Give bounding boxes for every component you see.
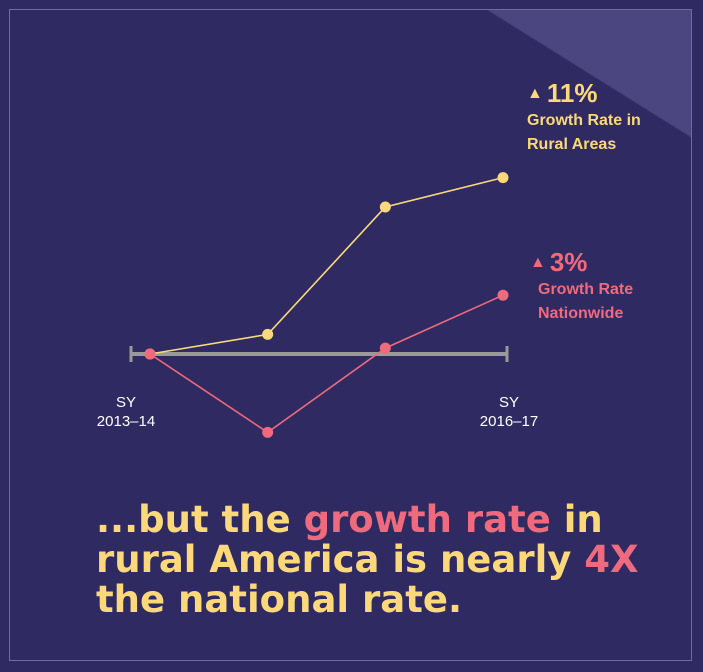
line-chart: SY 2013–14 SY 2016–17 xyxy=(97,172,538,438)
up-triangle-icon: ▲ xyxy=(530,254,546,271)
x-tick-label-1-line1: SY xyxy=(499,394,519,411)
nation-pct: ▲ 3% xyxy=(530,247,633,278)
headline-highlight-growth-rate: growth rate xyxy=(303,498,551,541)
nation-point-3 xyxy=(497,289,509,301)
rural-series-line xyxy=(149,176,504,355)
rural-point-2 xyxy=(379,201,391,213)
nation-desc-line2: Nationwide xyxy=(538,305,624,322)
headline: ...but the growth rate in rural America … xyxy=(96,500,656,620)
x-tick-label-0-line2: 2013–14 xyxy=(97,413,155,430)
infographic-frame xyxy=(9,9,692,661)
up-triangle-icon: ▲ xyxy=(527,85,543,102)
nation-point-2 xyxy=(379,342,391,354)
rural-desc-line2: Rural Areas xyxy=(527,136,617,153)
nation-point-0 xyxy=(144,348,156,360)
rural-point-1 xyxy=(262,328,274,340)
x-tick-label-1: SY 2016–17 xyxy=(480,394,538,430)
x-tick-label-1-line2: 2016–17 xyxy=(480,413,538,430)
nation-callout: ▲ 3% Growth Rate Nationwide xyxy=(530,247,633,326)
headline-part5: the national rate. xyxy=(96,578,463,621)
rural-pct: ▲ 11% xyxy=(527,78,641,109)
corner-decoration xyxy=(431,10,691,180)
x-tick-label-0: SY 2013–14 xyxy=(97,394,155,430)
headline-highlight-4x: 4X xyxy=(584,538,639,581)
rural-callout: ▲ 11% Growth Rate in Rural Areas xyxy=(527,78,641,157)
nation-desc-line1: Growth Rate xyxy=(538,281,634,298)
rural-pct-value: 11% xyxy=(546,78,598,108)
x-tick-label-0-line1: SY xyxy=(116,394,136,411)
nation-point-1 xyxy=(262,426,274,438)
headline-part1: ...but the xyxy=(96,498,304,541)
rural-point-3 xyxy=(497,172,509,184)
rural-desc-line1: Growth Rate in xyxy=(527,112,641,129)
nation-series-line xyxy=(149,294,504,434)
headline-part3: in rural America is nearly xyxy=(96,498,603,581)
nation-pct-value: 3% xyxy=(549,247,588,277)
